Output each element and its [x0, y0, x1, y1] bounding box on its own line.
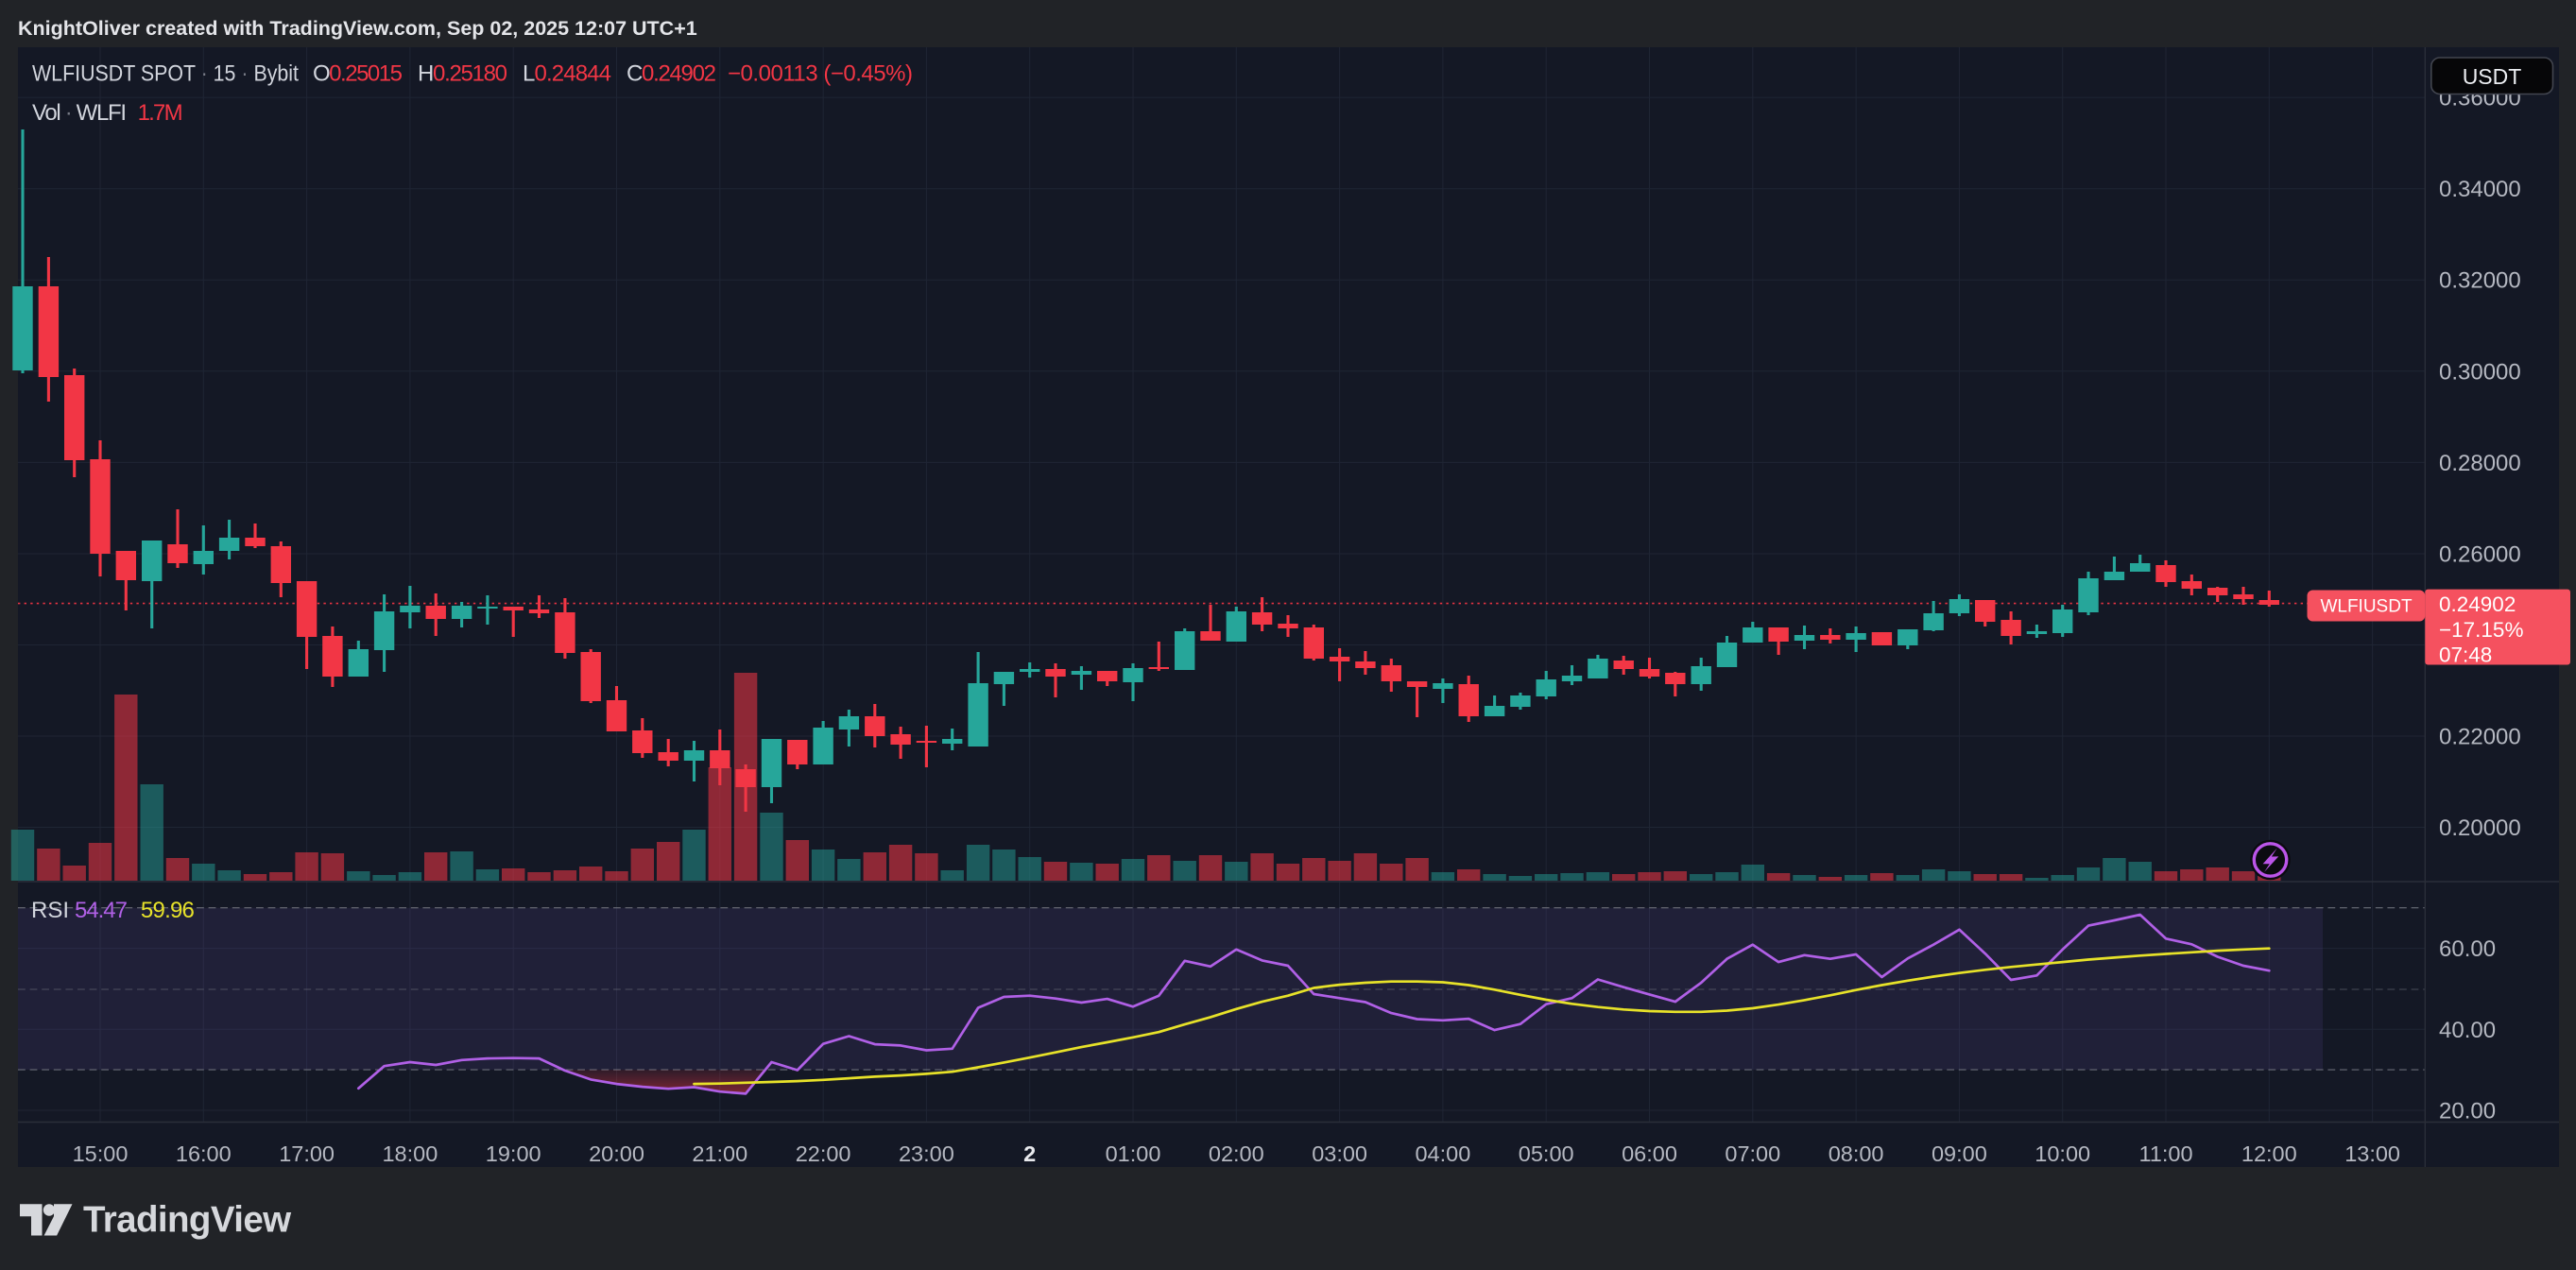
svg-text:06:00: 06:00: [1622, 1141, 1677, 1166]
svg-text:0.30000: 0.30000: [2439, 359, 2521, 385]
svg-text:17:00: 17:00: [279, 1141, 335, 1166]
svg-text:−17.15%: −17.15%: [2439, 618, 2523, 642]
svg-text:0.28000: 0.28000: [2439, 451, 2521, 476]
svg-text:TradingView: TradingView: [83, 1200, 292, 1241]
svg-text:0.20000: 0.20000: [2439, 815, 2521, 841]
svg-text:23:00: 23:00: [899, 1141, 954, 1166]
svg-text:O0.25015: O0.25015: [313, 61, 403, 87]
svg-text:08:00: 08:00: [1829, 1141, 1884, 1166]
svg-text:0.26000: 0.26000: [2439, 542, 2521, 568]
svg-text:USDT: USDT: [2463, 64, 2522, 89]
svg-text:12:00: 12:00: [2241, 1141, 2297, 1166]
svg-text:C0.24902: C0.24902: [627, 61, 716, 87]
svg-text:L0.24844: L0.24844: [523, 61, 611, 87]
svg-text:11:00: 11:00: [2138, 1141, 2192, 1166]
svg-text:2: 2: [1023, 1141, 1036, 1166]
svg-text:1.7 M: 1.7 M: [138, 100, 183, 126]
svg-text:54.47: 54.47: [75, 898, 128, 923]
svg-text:40.00: 40.00: [2439, 1018, 2496, 1043]
svg-text:15:00: 15:00: [73, 1141, 129, 1166]
svg-text:−0.00113 (−0.45%): −0.00113 (−0.45%): [728, 61, 913, 87]
svg-text:WLFIUSDT: WLFIUSDT: [2320, 597, 2413, 617]
svg-text:22:00: 22:00: [796, 1141, 851, 1166]
svg-text:16:00: 16:00: [176, 1141, 232, 1166]
svg-text:0.24902: 0.24902: [2439, 592, 2516, 616]
svg-text:18:00: 18:00: [382, 1141, 438, 1166]
svg-text:02:00: 02:00: [1209, 1141, 1264, 1166]
svg-text:19:00: 19:00: [486, 1141, 541, 1166]
svg-text:0.34000: 0.34000: [2439, 177, 2521, 202]
svg-text:0.22000: 0.22000: [2439, 725, 2521, 750]
svg-text:03:00: 03:00: [1312, 1141, 1367, 1166]
svg-text:04:00: 04:00: [1415, 1141, 1470, 1166]
svg-text:WLFIUSDT SPOT · 15 · Bybit: WLFIUSDT SPOT · 15 · Bybit: [32, 61, 299, 87]
svg-text:KnightOliver created with Trad: KnightOliver created with TradingView.co…: [18, 17, 697, 40]
svg-text:59.96: 59.96: [141, 898, 195, 923]
svg-text:07:48: 07:48: [2439, 644, 2492, 667]
svg-text:01:00: 01:00: [1106, 1141, 1161, 1166]
svg-text:20:00: 20:00: [589, 1141, 644, 1166]
svg-text:20.00: 20.00: [2439, 1099, 2496, 1124]
svg-text:60.00: 60.00: [2439, 936, 2496, 962]
svg-text:13:00: 13:00: [2344, 1141, 2400, 1166]
svg-text:Vol · WLFI: Vol · WLFI: [32, 100, 127, 126]
svg-text:05:00: 05:00: [1519, 1141, 1574, 1166]
svg-text:09:00: 09:00: [1932, 1141, 1987, 1166]
svg-text:0.32000: 0.32000: [2439, 268, 2521, 294]
svg-text:21:00: 21:00: [692, 1141, 747, 1166]
svg-text:RSI: RSI: [31, 898, 69, 923]
svg-text:H0.25180: H0.25180: [418, 61, 507, 87]
svg-text:07:00: 07:00: [1725, 1141, 1780, 1166]
svg-text:10:00: 10:00: [2035, 1141, 2090, 1166]
